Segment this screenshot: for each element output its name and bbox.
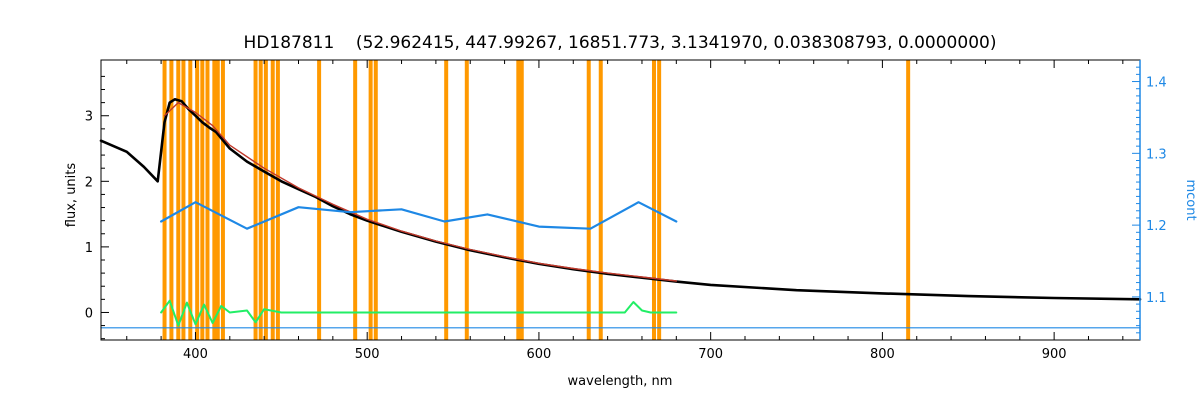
y2-tick-label: 1.2 (1146, 219, 1167, 234)
mask-line-26 (651, 60, 656, 340)
mask-line-12 (258, 60, 263, 340)
x-tick-label: 900 (1042, 347, 1067, 362)
mask-line-1 (169, 60, 174, 340)
mask-line-18 (368, 60, 373, 340)
x-tick-label: 800 (870, 347, 895, 362)
axes: 400 500 600 700 800 900 0 1 2 3 1.1 1.2 1.3 1.4 (85, 59, 1167, 362)
y-tick-label: 3 (85, 110, 93, 125)
series-mcont-line (160, 201, 678, 230)
data-series (99, 98, 1142, 329)
mask-line-7 (205, 60, 210, 340)
mask-line-15 (275, 60, 280, 340)
mask-line-9 (215, 60, 220, 340)
mask-line-0 (162, 60, 167, 340)
x-tick-label: 700 (698, 347, 723, 362)
mask-line-27 (657, 60, 662, 340)
series-model-line (163, 101, 677, 282)
x-tick-label: 400 (183, 347, 208, 362)
mask-line-22 (516, 60, 521, 340)
mask-line-17 (353, 60, 358, 340)
mask-line-2 (176, 60, 181, 340)
y2-tick-label: 1.3 (1146, 147, 1167, 162)
y2-tick-label: 1.1 (1146, 291, 1167, 306)
y-tick-label: 0 (85, 306, 93, 321)
mask-line-23 (519, 60, 524, 340)
y-axis-label: flux, units (64, 163, 79, 228)
right-axis-label: mcont (1183, 179, 1198, 220)
mask-line-20 (444, 60, 449, 340)
y-tick-label: 2 (85, 175, 93, 190)
mask-line-5 (195, 60, 200, 340)
mask-line-3 (181, 60, 186, 340)
mask-line-8 (212, 60, 217, 340)
mask-line-10 (220, 60, 225, 340)
mask-line-14 (270, 60, 275, 340)
mask-line-13 (263, 60, 268, 340)
y2-tick-label: 1.4 (1146, 76, 1167, 91)
mask-line-28 (906, 60, 911, 340)
mask-line-4 (188, 60, 193, 340)
mask-line-24 (586, 60, 591, 340)
series-residual-line (160, 299, 678, 327)
x-tick-label: 500 (355, 347, 380, 362)
mask-line-6 (200, 60, 205, 340)
x-tick-label: 600 (527, 347, 552, 362)
mask-line-25 (598, 60, 603, 340)
mask-line-19 (373, 60, 378, 340)
y-tick-label: 1 (85, 241, 93, 256)
x-axis-label: wavelength, nm (568, 374, 673, 389)
chart-title: HD187811 (52.962415, 447.99267, 16851.77… (244, 33, 997, 53)
mask-line-21 (464, 60, 469, 340)
mask-line-11 (253, 60, 258, 340)
